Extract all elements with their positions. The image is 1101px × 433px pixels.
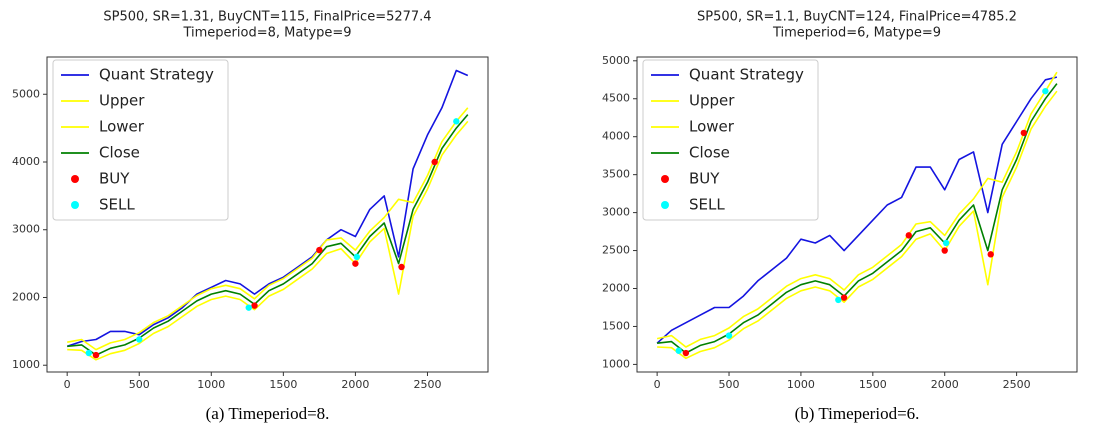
- legend-box: [642, 59, 819, 221]
- x-tick-label: 2000: [341, 378, 369, 391]
- series-line: [66, 69, 469, 348]
- legend-label: Quant Strategy: [689, 66, 804, 84]
- x-tick-label: 2500: [1003, 378, 1031, 391]
- chart: SP500, SR=1.31, BuyCNT=115, FinalPrice=5…: [12, 10, 489, 423]
- y-tick-label: 4500: [602, 92, 630, 105]
- plot-area: [66, 69, 469, 361]
- scatter-point: [316, 246, 323, 254]
- scatter-point: [987, 251, 994, 258]
- chart-title: SP500, SR=1.1, BuyCNT=124, FinalPrice=47…: [697, 10, 1017, 25]
- x-tick-label: 0: [64, 378, 71, 391]
- legend-label: Upper: [689, 92, 735, 110]
- legend-label: BUY: [99, 170, 130, 188]
- legend-label: Close: [99, 144, 140, 162]
- x-tick-label: 2500: [413, 378, 441, 391]
- x-tick-label: 1500: [269, 378, 297, 391]
- legend-label: SELL: [99, 196, 135, 214]
- scatter-point: [398, 263, 405, 271]
- chart-title: SP500, SR=1.31, BuyCNT=115, FinalPrice=5…: [103, 10, 431, 25]
- y-tick-label: 3000: [602, 206, 630, 219]
- scatter-point: [353, 253, 361, 261]
- y-tick-label: 1000: [602, 357, 630, 370]
- legend-box: [52, 59, 229, 221]
- chart-title: Timeperiod=6, Matype=9: [772, 26, 941, 41]
- legend-label: SELL: [689, 196, 725, 214]
- x-tick-label: 500: [719, 378, 740, 391]
- y-tick-label: 5000: [602, 54, 630, 67]
- scatter-point: [251, 302, 258, 309]
- chart: SP500, SR=1.1, BuyCNT=124, FinalPrice=47…: [602, 10, 1078, 423]
- legend-marker: [71, 201, 79, 209]
- caption: (b) Timeperiod=6.: [795, 404, 920, 423]
- legend-label: Quant Strategy: [99, 66, 214, 84]
- legend-marker: [661, 201, 669, 209]
- y-tick-label: 3000: [12, 223, 40, 236]
- y-tick-label: 4000: [602, 130, 630, 143]
- legend-label: Lower: [689, 118, 735, 136]
- caption: (a) Timeperiod=8.: [206, 404, 330, 423]
- chart-title: Timeperiod=8, Matype=9: [182, 26, 351, 41]
- legend-label: Lower: [99, 118, 145, 136]
- plot-area: [656, 71, 1058, 360]
- series-line: [656, 71, 1058, 348]
- legend-marker: [661, 175, 669, 183]
- scatter-point: [431, 158, 438, 166]
- legend-label: Upper: [99, 92, 145, 110]
- series-line: [67, 107, 469, 351]
- x-tick-label: 0: [654, 378, 661, 391]
- scatter-point: [942, 239, 950, 247]
- x-tick-label: 1000: [787, 378, 815, 391]
- scatter-point: [905, 232, 912, 239]
- x-tick-label: 2000: [931, 378, 959, 391]
- y-tick-label: 3500: [602, 168, 630, 181]
- scatter-point: [941, 247, 948, 254]
- y-tick-label: 2000: [602, 282, 630, 295]
- x-tick-label: 1000: [197, 378, 225, 391]
- y-tick-label: 1500: [602, 319, 630, 332]
- y-tick-label: 1000: [12, 358, 40, 371]
- legend-marker: [71, 175, 79, 183]
- axes-frame: [46, 56, 489, 373]
- scatter-point: [835, 296, 842, 304]
- scatter-point: [1042, 87, 1049, 95]
- scatter-point: [85, 349, 92, 357]
- legend-label: BUY: [689, 170, 720, 188]
- y-tick-label: 5000: [12, 87, 40, 100]
- scatter-point: [453, 118, 460, 125]
- scatter-point: [92, 351, 100, 359]
- scatter-point: [840, 294, 848, 301]
- scatter-point: [682, 349, 690, 357]
- axes-frame: [636, 56, 1078, 373]
- x-tick-label: 500: [129, 378, 150, 391]
- series-line: [657, 83, 1058, 354]
- legend-label: Close: [689, 144, 730, 162]
- series-line: [67, 114, 469, 356]
- scatter-point: [352, 260, 359, 267]
- y-tick-label: 2000: [12, 290, 40, 303]
- y-tick-label: 2500: [602, 244, 630, 257]
- scatter-point: [1020, 129, 1027, 137]
- series-line: [656, 76, 1058, 344]
- scatter-point: [725, 332, 733, 339]
- x-tick-label: 1500: [859, 378, 887, 391]
- scatter-point: [245, 304, 252, 311]
- scatter-point: [136, 336, 143, 343]
- y-tick-label: 4000: [12, 155, 40, 168]
- scatter-point: [675, 347, 682, 354]
